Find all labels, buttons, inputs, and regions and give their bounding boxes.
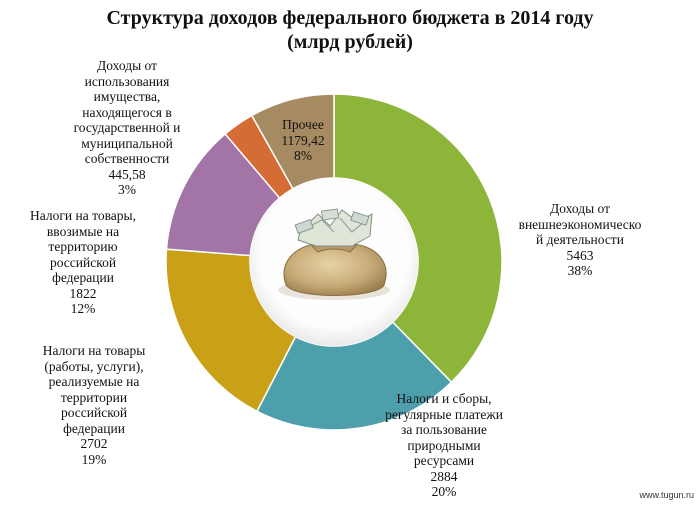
chart-title: Структура доходов федерального бюджета в… — [0, 6, 700, 54]
label-foreign-trade: Доходы от внешнеэкономическо й деятельно… — [496, 201, 664, 279]
label-other: Прочее 1179,42 8% — [268, 117, 338, 164]
value-property-income: 445,58 — [108, 166, 146, 182]
donut-slices — [165, 93, 503, 431]
value-import-goods-tax: 1822 — [69, 285, 97, 301]
chart-title-line-2: (млрд рублей) — [287, 31, 413, 53]
value-other: 1179,42 — [281, 132, 325, 148]
percent-foreign-trade: 38% — [567, 263, 593, 278]
label-import-goods-tax: Налоги на товары, ввозимые на территорию… — [18, 208, 148, 317]
money-bag-icon — [278, 208, 390, 300]
label-natural-resources: Налоги и сборы, регулярные платежи за по… — [374, 391, 514, 500]
value-foreign-trade: 5463 — [566, 247, 594, 263]
label-property-income: Доходы от использования имущества, наход… — [62, 58, 192, 198]
value-domestic-goods-tax: 2702 — [80, 436, 108, 451]
watermark: www.tugun.ru — [639, 490, 694, 500]
percent-other: 8% — [294, 148, 312, 163]
chart-title-line-1: Структура доходов федерального бюджета в… — [106, 7, 594, 29]
percent-domestic-goods-tax: 19% — [81, 451, 107, 467]
percent-natural-resources: 20% — [431, 484, 457, 499]
label-domestic-goods-tax: Налоги на товары (работы, услуги), реали… — [30, 343, 158, 467]
percent-import-goods-tax: 12% — [70, 301, 96, 316]
percent-property-income: 3% — [118, 182, 136, 197]
value-natural-resources: 2884 — [430, 468, 458, 484]
